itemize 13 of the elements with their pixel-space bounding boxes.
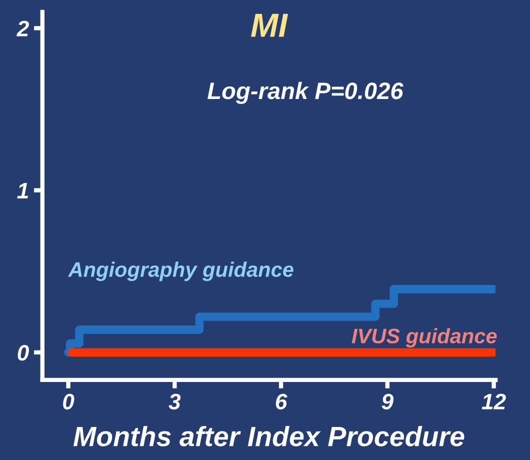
annotation: Log-rank P=0.026 [208,82,404,104]
x-tick-label: 9 [382,394,394,410]
x-tick-label: 6 [276,394,288,410]
x-tick-label: 12 [482,394,506,410]
x-tick-label: 0 [63,394,74,410]
series-label: Angiography guidance [68,262,294,282]
x-tick-label: 3 [168,394,181,410]
series-label: IVUS guidance [352,328,497,348]
chart-title: MI [251,14,288,37]
y-tick-label: 0 [18,344,29,361]
y-tick-label: 1 [17,183,28,198]
y-tick-label: 2 [16,20,29,36]
x-axis-title: Months after Index Procedure [73,426,464,446]
